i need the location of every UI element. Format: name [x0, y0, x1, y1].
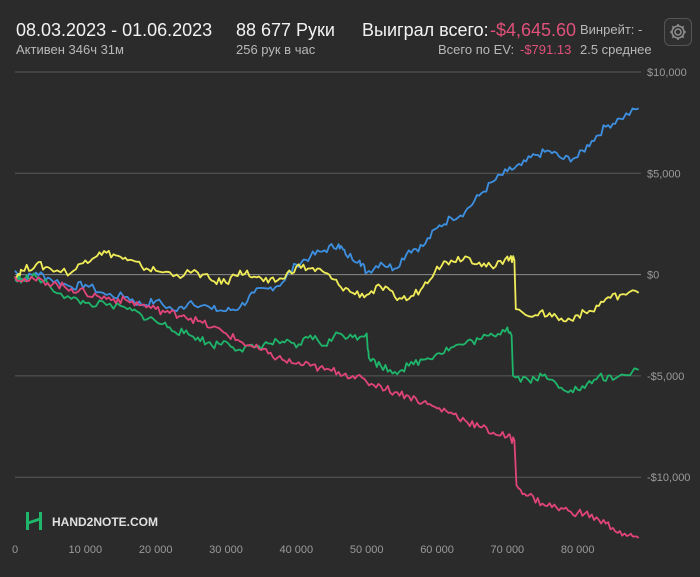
y-tick-label: $10,000 — [647, 67, 687, 79]
ev-total-label: Всего по EV: — [438, 42, 515, 57]
x-tick-label: 70 000 — [491, 544, 525, 556]
summary-header: 08.03.2023 - 01.06.2023 Активен 346ч 31м… — [0, 0, 700, 62]
x-tick-label: 30 000 — [209, 544, 243, 556]
y-tick-label: -$5,000 — [647, 371, 684, 383]
won-total-label: Выиграл всего: — [362, 20, 489, 40]
series-line-blue — [14, 107, 639, 313]
date-range[interactable]: 08.03.2023 - 01.06.2023 — [16, 20, 213, 40]
x-tick-label: 50 000 — [350, 544, 384, 556]
series-line-yellow — [14, 249, 640, 323]
y-tick-label: -$10,000 — [647, 472, 690, 484]
gear-icon — [670, 24, 686, 40]
y-tick-label: $0 — [647, 270, 659, 282]
active-time: Активен 346ч 31м — [16, 42, 124, 57]
h2n-logo-icon: HAND2NOTE.COM — [26, 512, 158, 530]
series-line-red — [14, 275, 640, 539]
x-tick-label: 10 000 — [69, 544, 103, 556]
settings-button[interactable] — [664, 18, 692, 46]
x-tick-label: 0 — [12, 544, 18, 556]
logo-text: HAND2NOTE.COM — [52, 515, 158, 529]
ev-total-value: -$791.13 — [520, 42, 572, 57]
y-tick-label: $5,000 — [647, 168, 681, 180]
chart-svg: $10,000 $5,000 $0 -$5,000 -$10,000 0 10 000 20 … — [12, 67, 691, 556]
won-total-value: -$4,645.60 — [490, 20, 577, 40]
x-tick-label: 40 000 — [280, 544, 314, 556]
x-tick-label: 20 000 — [139, 544, 173, 556]
hand2note-logo: HAND2NOTE.COM — [24, 510, 164, 532]
winrate-label: Винрейт: - — [580, 22, 643, 37]
hands-count: 88 677 Руки — [236, 20, 335, 40]
hands-rate: 256 рук в час — [236, 42, 316, 57]
profit-chart: $10,000 $5,000 $0 -$5,000 -$10,000 0 10 000 20 … — [0, 62, 700, 572]
x-tick-label: 60 000 — [420, 544, 454, 556]
winrate-average: 2.5 среднее — [580, 42, 652, 57]
series-line-green — [14, 272, 639, 394]
x-tick-label: 80 000 — [561, 544, 595, 556]
